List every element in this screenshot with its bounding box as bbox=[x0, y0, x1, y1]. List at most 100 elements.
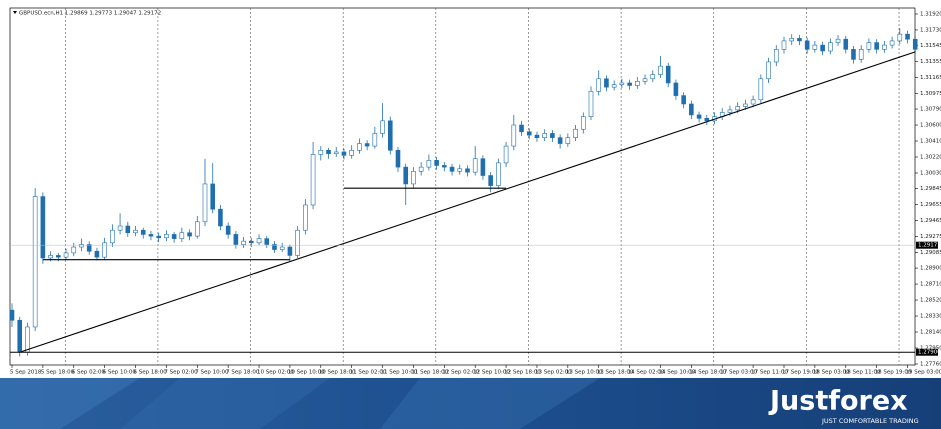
candle-body bbox=[125, 225, 131, 234]
plot-frame bbox=[9, 7, 916, 366]
y-tick-label: 1.28900 bbox=[920, 266, 941, 272]
candle-body bbox=[681, 95, 686, 105]
candle-body bbox=[418, 166, 424, 172]
candle-body bbox=[472, 158, 478, 173]
candle-body bbox=[658, 65, 663, 75]
candle-body bbox=[164, 234, 169, 239]
candle-body bbox=[411, 171, 416, 185]
tagline: JUST COMFORTABLE TRADING bbox=[821, 417, 919, 425]
candle-body bbox=[256, 238, 262, 244]
candle-body bbox=[619, 82, 625, 85]
candle-body bbox=[689, 103, 694, 116]
candle-body bbox=[588, 91, 594, 117]
candle-body bbox=[604, 78, 609, 88]
chart-header: GBPUSD.ecn,H1 1.29869 1.29773 1.29047 1.… bbox=[19, 11, 161, 17]
candle-body bbox=[434, 160, 439, 166]
candle-body bbox=[56, 255, 61, 258]
candle-body bbox=[542, 133, 547, 138]
x-tick-label: 12 Sep 02:00 bbox=[442, 370, 479, 376]
y-tick-label: 1.28330 bbox=[920, 314, 941, 320]
candle-body bbox=[627, 82, 632, 86]
candle-body bbox=[889, 40, 895, 46]
y-tick-label: 1.30030 bbox=[920, 170, 941, 176]
candle-body bbox=[511, 124, 517, 147]
candle-body bbox=[820, 44, 825, 52]
candle-body bbox=[851, 49, 856, 60]
y-tick-label: 1.31165 bbox=[920, 75, 941, 81]
candle-body bbox=[743, 103, 748, 107]
y-tick-label: 1.27950 bbox=[920, 346, 941, 352]
x-tick-label: 19 Sep 03:00 bbox=[906, 370, 941, 376]
x-tick-label: 10 Sep 18:00 bbox=[319, 370, 356, 376]
candle-body bbox=[380, 120, 385, 134]
x-tick-label: 18 Sep 19:00 bbox=[875, 370, 912, 376]
candle-body bbox=[9, 309, 15, 321]
y-tick-label: 1.29085 bbox=[920, 250, 941, 256]
candle-body bbox=[465, 168, 470, 173]
candle-body bbox=[94, 250, 100, 258]
candle-body bbox=[25, 326, 30, 353]
candle-body bbox=[457, 168, 463, 172]
candle-body bbox=[704, 118, 710, 122]
x-tick-label: 12 Sep 18:00 bbox=[504, 370, 541, 376]
x-tick-label: 17 Sep 19:00 bbox=[782, 370, 819, 376]
candle-body bbox=[727, 109, 733, 113]
candle-body bbox=[102, 242, 107, 258]
x-tick-label: 12 Sep 10:00 bbox=[473, 370, 510, 376]
price-label-box bbox=[916, 348, 938, 356]
candle-body bbox=[202, 183, 208, 223]
x-tick-label: 18 Sep 03:00 bbox=[813, 370, 850, 376]
y-tick-label: 1.31730 bbox=[920, 27, 941, 33]
x-tick-label: 13 Sep 10:00 bbox=[566, 370, 603, 376]
x-tick-label: 6 Sep 18:00 bbox=[134, 370, 168, 376]
candle-body bbox=[171, 234, 177, 239]
candle-body bbox=[526, 131, 532, 136]
candle-body bbox=[449, 166, 455, 172]
logo: Justforex bbox=[768, 386, 908, 417]
candle-body bbox=[426, 160, 432, 168]
x-tick-label: 13 Sep 18:00 bbox=[597, 370, 634, 376]
candle-body bbox=[179, 232, 185, 239]
candle-body bbox=[758, 78, 764, 101]
candle-body bbox=[241, 240, 246, 245]
x-tick-label: 11 Sep 18:00 bbox=[411, 370, 448, 376]
candle-body bbox=[480, 158, 486, 176]
candle-body bbox=[874, 42, 879, 50]
x-tick-label: 18 Sep 11:00 bbox=[844, 370, 881, 376]
candle-body bbox=[905, 33, 910, 40]
candle-body bbox=[812, 44, 818, 50]
candle-body bbox=[773, 49, 779, 63]
candle-body bbox=[858, 49, 864, 60]
candle-body bbox=[650, 74, 656, 80]
x-tick-label: 6 Sep 10:00 bbox=[103, 370, 137, 376]
candle-body bbox=[534, 134, 540, 138]
candle-body bbox=[249, 240, 254, 244]
candle-body bbox=[71, 246, 77, 254]
candle-body bbox=[310, 154, 316, 206]
y-tick-label: 1.28710 bbox=[920, 282, 941, 288]
candle-body bbox=[403, 166, 409, 185]
candle-body bbox=[210, 183, 216, 210]
candle-body bbox=[279, 246, 285, 250]
candle-body bbox=[766, 61, 771, 80]
candle-body bbox=[86, 244, 92, 252]
candle-body bbox=[272, 244, 277, 250]
candle-body bbox=[364, 143, 370, 147]
candle-body bbox=[48, 255, 53, 259]
candle-body bbox=[333, 151, 339, 154]
candle-body bbox=[503, 145, 509, 164]
y-tick-label: 1.31545 bbox=[920, 43, 941, 49]
drawn-line bbox=[19, 51, 916, 353]
candle-body bbox=[357, 143, 362, 151]
candle-body bbox=[63, 252, 69, 258]
x-tick-label: 10 Sep 02:00 bbox=[257, 370, 294, 376]
y-tick-label: 1.30790 bbox=[920, 107, 941, 113]
y-tick-label: 1.30975 bbox=[920, 91, 941, 97]
candle-body bbox=[303, 204, 308, 231]
candle-body bbox=[32, 196, 38, 328]
candle-body bbox=[580, 116, 586, 130]
x-tick-label: 7 Sep 10:00 bbox=[195, 370, 229, 376]
x-tick-label: 7 Sep 18:00 bbox=[226, 370, 260, 376]
y-tick-label: 1.29275 bbox=[920, 234, 941, 240]
